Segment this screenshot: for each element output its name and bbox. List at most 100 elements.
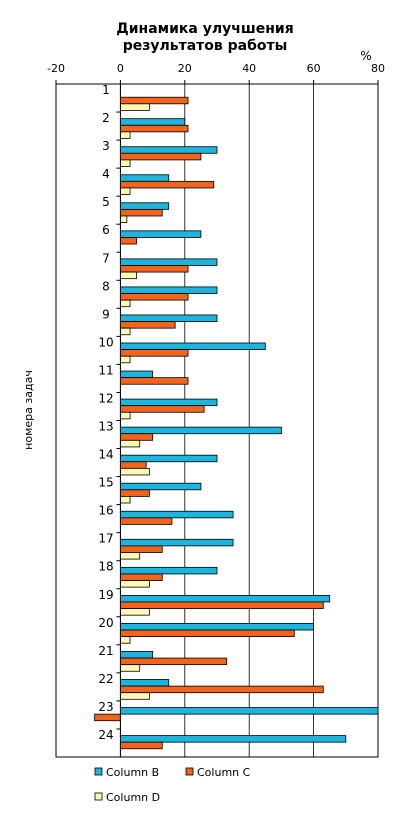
bar-column-c-14: [120, 461, 147, 469]
bar-column-c-6: [120, 237, 137, 245]
bar-column-c-17: [120, 545, 163, 553]
bar-column-b-7: [120, 258, 218, 266]
bar-column-c-1: [120, 96, 189, 105]
bar-column-d-9: [120, 327, 131, 336]
bar-column-c-5: [120, 208, 163, 217]
y-axis-label: номера задач: [22, 370, 35, 450]
y-tick-label: 23: [98, 700, 113, 714]
bar-column-c-9: [120, 321, 176, 329]
bar-column-d-12: [120, 411, 131, 420]
bar-column-d-4: [120, 187, 131, 195]
bar-column-d-14: [120, 467, 150, 476]
bar-column-b-3: [120, 146, 218, 154]
bar-column-d-2: [120, 131, 131, 139]
y-tick-label: 5: [102, 195, 110, 209]
bar-column-d-15: [120, 496, 131, 504]
bar-column-b-10: [120, 342, 266, 350]
bar-column-c-7: [120, 265, 189, 273]
plot-area: [55, 83, 379, 758]
bar-column-c-2: [120, 124, 189, 133]
bar-column-c-13: [120, 433, 154, 441]
bar-column-b-23: [120, 707, 379, 715]
bar-column-c-12: [120, 405, 205, 413]
y-tick-label: 1: [102, 83, 110, 97]
legend-swatch-column-d: [94, 792, 103, 801]
x-tick-label: 0: [117, 62, 124, 75]
bar-column-c-16: [120, 517, 173, 525]
x-tick-label: -20: [47, 62, 65, 75]
bar-column-c-23: [94, 713, 121, 722]
x-tick-label: 20: [178, 62, 192, 75]
bar-column-b-16: [120, 510, 234, 519]
bar-column-c-18: [120, 573, 163, 581]
chart-title-line-1: Динамика улучшения: [116, 21, 293, 37]
y-tick-label: 22: [98, 672, 113, 686]
bar-column-d-10: [120, 355, 131, 364]
bar-column-c-22: [120, 685, 324, 694]
bar-column-c-19: [120, 601, 324, 609]
bar-column-d-19: [120, 608, 150, 616]
x-tick-label: 40: [242, 62, 256, 75]
y-tick-label: 18: [98, 560, 113, 574]
bar-column-b-14: [120, 454, 218, 463]
bar-column-d-18: [120, 580, 150, 588]
legend-swatch-column-c: [185, 767, 194, 776]
bar-column-b-6: [120, 230, 202, 238]
bar-column-b-24: [120, 735, 347, 743]
bar-column-c-3: [120, 152, 202, 161]
bar-column-b-12: [120, 398, 218, 407]
bar-column-c-15: [120, 489, 150, 497]
y-tick-label: 20: [98, 616, 113, 630]
y-tick-label: 4: [102, 167, 110, 181]
legend-label-column-c: Column C: [197, 766, 251, 779]
bar-column-d-5: [120, 215, 128, 223]
bar-column-c-20: [120, 629, 295, 638]
bar-column-d-20: [120, 636, 131, 644]
legend-label-column-d: Column D: [106, 791, 160, 804]
bar-column-d-7: [120, 271, 137, 280]
bar-column-b-21: [120, 651, 154, 659]
y-tick-label: 8: [102, 279, 110, 293]
y-tick-label: 17: [98, 532, 113, 546]
y-tick-label: 12: [98, 391, 113, 405]
bar-column-d-21: [120, 664, 141, 672]
y-tick-label: 24: [98, 728, 113, 742]
bar-column-b-11: [120, 370, 154, 379]
y-tick-label: 15: [98, 476, 113, 490]
bar-column-c-4: [120, 180, 215, 189]
x-axis-label: %: [360, 49, 371, 63]
bar-column-b-2: [120, 118, 186, 126]
x-tick-label: 80: [371, 62, 385, 75]
y-tick-label: 13: [98, 420, 113, 434]
chart-title-line-2: результатов работы: [123, 38, 288, 54]
y-tick-label: 7: [102, 251, 110, 265]
y-tick-label: 2: [102, 111, 110, 125]
bar-column-b-15: [120, 482, 202, 491]
bar-column-c-21: [120, 657, 228, 666]
bar-column-b-17: [120, 538, 234, 547]
y-tick-label: 3: [102, 139, 110, 153]
bar-column-d-22: [120, 692, 150, 700]
y-tick-label: 10: [98, 335, 113, 349]
y-tick-label: 21: [98, 644, 113, 658]
y-tick-label: 6: [102, 223, 110, 237]
bar-column-d-8: [120, 299, 131, 308]
bar-column-c-24: [120, 741, 163, 750]
bar-column-d-1: [120, 103, 150, 111]
bar-column-d-13: [120, 439, 141, 448]
bar-column-b-19: [120, 594, 331, 603]
legend-label-column-b: Column B: [106, 766, 159, 779]
bar-column-c-10: [120, 349, 189, 357]
bar-column-b-13: [120, 426, 282, 435]
bar-column-b-22: [120, 679, 170, 687]
y-tick-label: 16: [98, 504, 113, 518]
y-tick-label: 11: [98, 363, 113, 377]
y-tick-label: 9: [102, 307, 110, 321]
bar-column-c-8: [120, 293, 189, 301]
bar-column-c-11: [120, 377, 189, 385]
bar-column-b-4: [120, 174, 170, 182]
bar-column-b-9: [120, 314, 218, 322]
x-tick-label: 60: [307, 62, 321, 75]
